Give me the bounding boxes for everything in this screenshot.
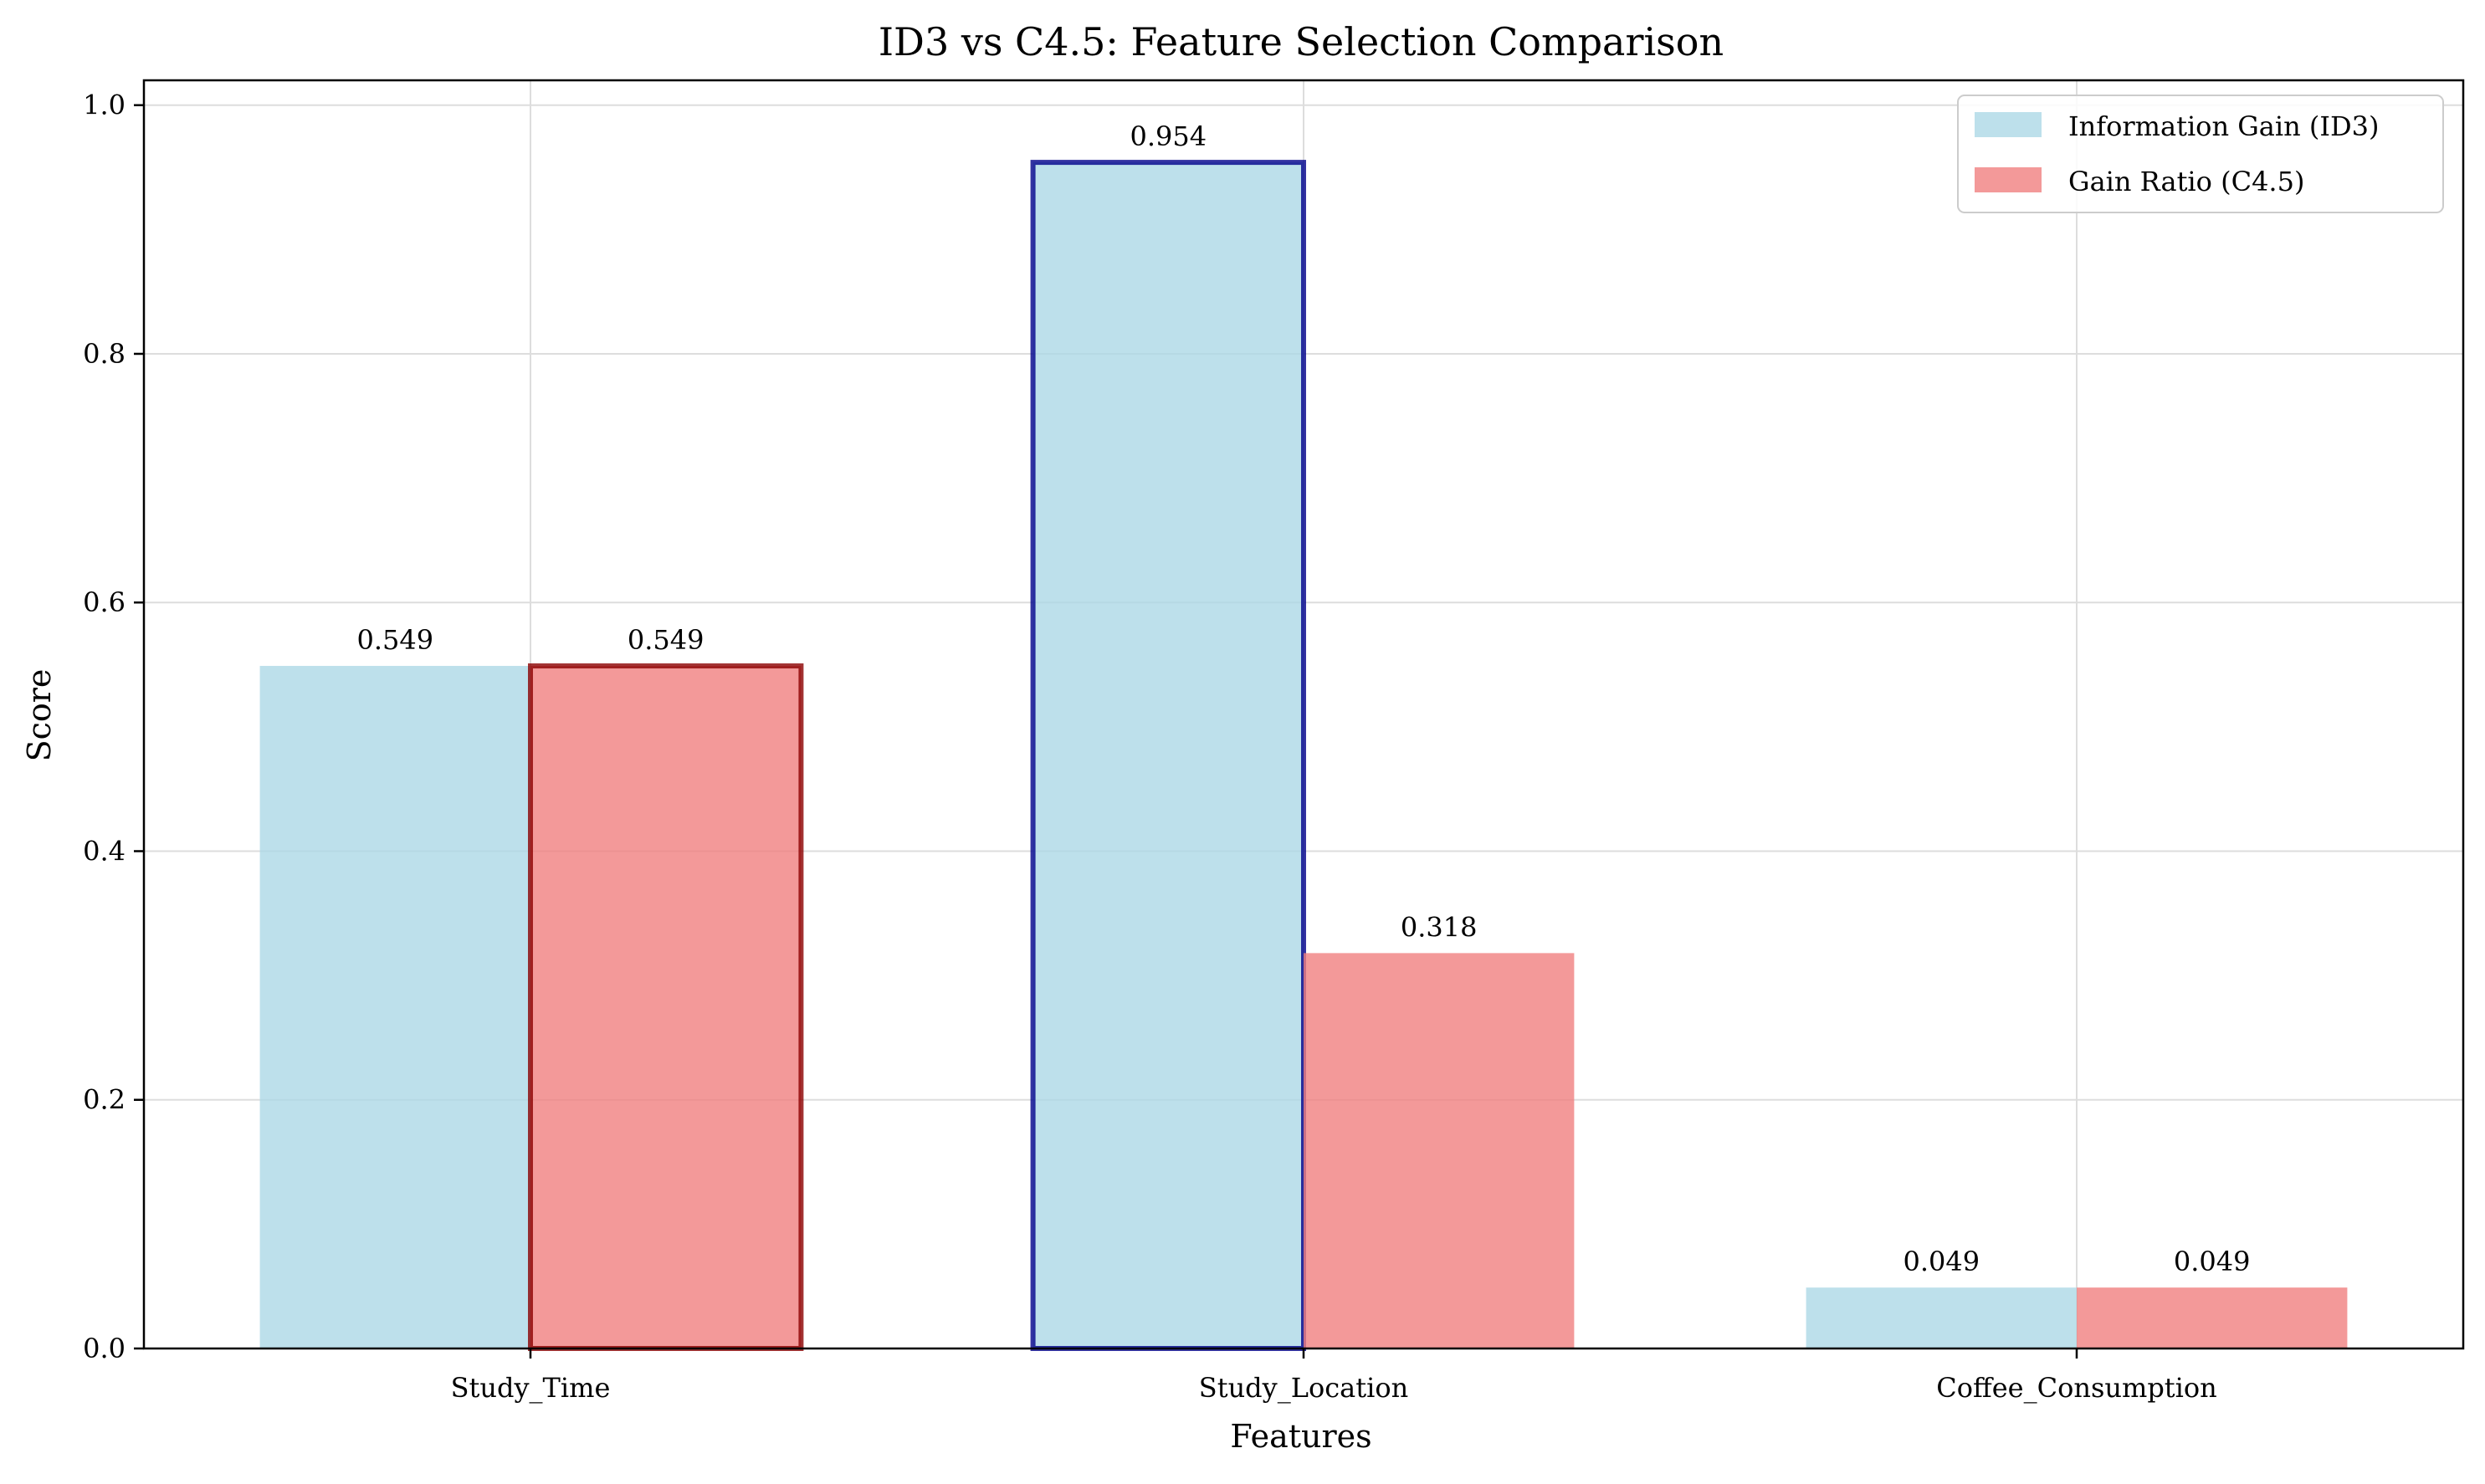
y-tick-label-0: 0.0 [83,1333,126,1364]
data-label-study-location-series-1: 0.318 [1401,911,1478,943]
legend-swatch-information-gain [1975,112,2042,137]
legend-label-information-gain: Information Gain (ID3) [2068,110,2380,142]
bars-layer [259,160,2348,1351]
y-tick-label-3: 0.6 [83,586,126,618]
chart-title: ID3 vs C4.5: Feature Selection Compariso… [879,19,1724,64]
x-tick-label-study-time: Study_Time [451,1372,611,1404]
y-axis-label: Score [21,669,58,762]
data-label-coffee-consumption-series-0: 0.049 [1903,1246,1980,1277]
bar-coffee-consumption-series-1 [2077,1287,2348,1348]
bar-study-location-series-0 [1030,160,1306,1351]
data-label-study-time-series-1: 0.549 [628,624,705,656]
data-label-study-location-series-0: 0.954 [1130,120,1207,152]
y-tick-label-1: 0.2 [83,1084,126,1116]
legend-label-gain-ratio: Gain Ratio (C4.5) [2068,166,2304,197]
labels-layer: 0.549 0.954 0.049 0.549 0.318 0.049 0.0 0.2 0.4 0… [83,90,2250,1404]
data-label-study-time-series-0: 0.549 [356,624,433,656]
bar-coffee-consumption-series-0 [1806,1287,2077,1348]
x-tick-label-study-location: Study_Location [1199,1372,1408,1404]
y-tick-label-2: 0.4 [83,835,126,867]
legend: Information Gain (ID3) Gain Ratio (C4.5) [1957,95,2444,213]
bar-study-location-series-1 [1304,953,1575,1348]
bar-study-time-series-0 [259,666,530,1348]
axes-layer [134,79,2465,1359]
legend-swatch-gain-ratio [1975,167,2042,192]
x-tick-label-coffee-consumption: Coffee_Consumption [1936,1372,2217,1404]
legend-frame [1957,95,2444,213]
y-tick-label-5: 1.0 [83,90,126,121]
bar-study-time-series-1 [528,663,804,1351]
data-label-coffee-consumption-series-1: 0.049 [2174,1246,2251,1277]
y-tick-label-4: 0.8 [83,338,126,370]
x-axis-label: Features [1230,1418,1371,1455]
